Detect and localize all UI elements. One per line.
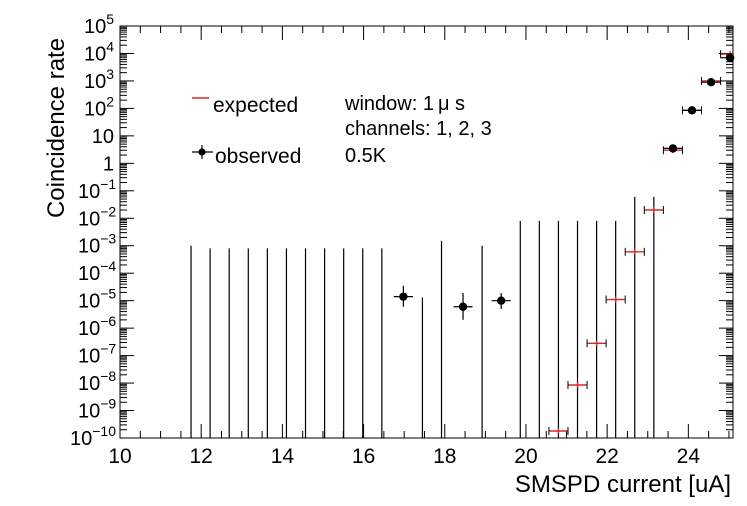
x-tick-label: 18 — [433, 445, 456, 468]
y-tick-label: 104 — [84, 38, 114, 65]
observed-point — [687, 106, 697, 115]
annotation-channels: channels: 1, 2, 3 — [345, 118, 492, 140]
x-tick-label: 24 — [677, 445, 701, 468]
y-tick-label: 1 — [103, 153, 114, 175]
observed-point — [668, 144, 678, 153]
y-axis-label: Coincidence rate — [43, 38, 70, 218]
upper-limit-bars — [190, 196, 655, 438]
observed-point — [458, 302, 468, 311]
expected-series — [548, 50, 733, 435]
y-tick-label: 10−9 — [78, 396, 116, 423]
y-tick-label: 10−1 — [78, 176, 116, 203]
y-tick-label: 10−3 — [78, 231, 116, 258]
x-tick-label: 22 — [595, 445, 618, 468]
y-tick-label: 10−7 — [78, 341, 116, 368]
x-tick-label: 10 — [108, 445, 131, 468]
observed-point — [706, 77, 716, 87]
observed-point — [496, 296, 506, 305]
y-tick-label: 102 — [84, 93, 114, 120]
x-tick-label: 12 — [190, 445, 213, 468]
y-tick-label: 10−5 — [78, 286, 116, 313]
plot-frame — [119, 25, 734, 439]
legend-observed-label: observed — [215, 145, 301, 168]
x-tick-label: 20 — [514, 445, 537, 468]
x-tick-label: 14 — [271, 445, 295, 468]
x-axis-label: SMSPD current [uA] — [515, 471, 731, 498]
y-tick-label: 10 — [92, 126, 114, 148]
observed-series — [393, 53, 735, 320]
y-tick-label: 105 — [84, 11, 114, 38]
y-tick-label: 10−6 — [78, 313, 116, 340]
observed-point — [725, 53, 735, 62]
x-axis-ticks: 10 12 14 16 18 20 22 24 — [108, 26, 730, 468]
annotation-window: window: 1 μ s — [344, 93, 465, 115]
y-axis-ticks: 10−1010−910−810−710−610−510−410−310−210−… — [70, 11, 733, 450]
y-tick-label: 103 — [84, 66, 114, 93]
y-tick-label: 10−8 — [78, 368, 116, 395]
legend-expected-label: expected — [213, 94, 298, 117]
y-tick-label: 10−10 — [70, 423, 116, 450]
y-tick-label: 10−4 — [78, 258, 116, 285]
legend-observed-marker — [198, 148, 206, 156]
annotation-temperature: 0.5K — [345, 145, 387, 167]
observed-point — [399, 292, 408, 301]
legend: expected observed — [192, 94, 301, 168]
plot-area-border — [119, 25, 734, 439]
x-tick-label: 16 — [352, 445, 375, 468]
y-tick-label: 10−2 — [78, 203, 116, 230]
